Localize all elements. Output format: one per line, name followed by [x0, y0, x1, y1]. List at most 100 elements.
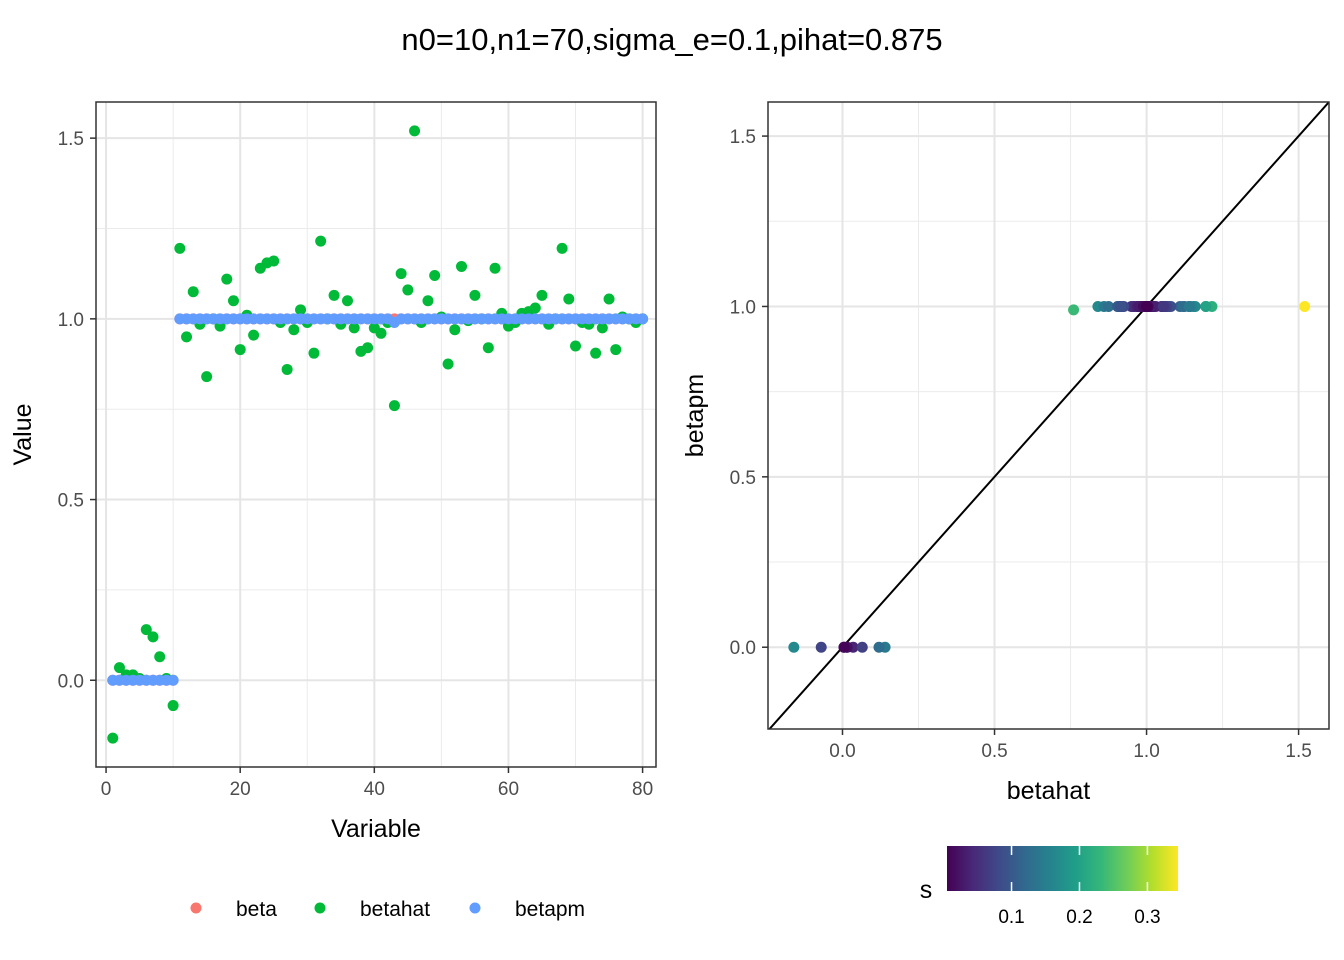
betahat-betapm-point [873, 641, 885, 653]
colorbar-tick-label: 0.3 [1134, 907, 1160, 928]
left-panel-x-tick-label: 0 [101, 779, 112, 800]
betahat-betapm-point [1299, 300, 1311, 312]
betahat-point [489, 262, 501, 274]
betapm-point [167, 674, 179, 686]
betahat-betapm-point [838, 641, 850, 653]
betahat-point [590, 347, 602, 359]
left-panel-border [95, 101, 657, 768]
right-panel-y-tick-label: 0.5 [730, 468, 756, 489]
betahat-point [113, 662, 125, 674]
right-panel-x-tick-label: 0.0 [829, 741, 855, 762]
betahat-point [409, 125, 421, 137]
identity-line [768, 102, 1329, 729]
betahat-point [295, 304, 307, 316]
betapm-point [637, 313, 649, 325]
betahat-point [341, 295, 353, 307]
betahat-point [556, 242, 568, 254]
betahat-point [234, 344, 246, 356]
betahat-betapm-point [1068, 304, 1080, 316]
betahat-point [469, 289, 481, 301]
betahat-point [563, 293, 575, 305]
betahat-betapm-point [788, 641, 800, 653]
betahat-point [422, 295, 434, 307]
betahat-point [221, 273, 233, 285]
betahat-point [610, 344, 622, 356]
betahat-point [328, 289, 340, 301]
legend-key-beta [190, 902, 202, 914]
betahat-point [315, 235, 327, 247]
betahat-point [442, 358, 454, 370]
betahat-betapm-point [1200, 300, 1212, 312]
left-panel-x-axis-title: Variable [331, 815, 421, 843]
figure-title: n0=10,n1=70,sigma_e=0.1,pihat=0.875 [401, 22, 943, 57]
betahat-point [288, 324, 300, 336]
betahat-point [570, 340, 582, 352]
betahat-betapm-point [1150, 300, 1162, 312]
left-panel-y-tick-label: 0.0 [58, 671, 84, 692]
betahat-betapm-point [1115, 300, 1127, 312]
betahat-point [375, 327, 387, 339]
betahat-point [536, 289, 548, 301]
right-panel-points [768, 102, 1329, 729]
right-panel-y-axis-title: betapm [681, 374, 709, 457]
betahat-point [429, 269, 441, 281]
colorbar-title: s [920, 876, 933, 904]
legend-label-betapm: betapm [515, 898, 585, 921]
betahat-point [174, 242, 186, 254]
betahat-point [187, 286, 199, 298]
betahat-point [107, 732, 119, 744]
right-panel-border [767, 101, 1330, 730]
betahat-point [402, 284, 414, 296]
colorbar-tick-label: 0.2 [1066, 907, 1092, 928]
betahat-point [281, 363, 293, 375]
betahat-point [603, 293, 615, 305]
legend-label-beta: beta [236, 898, 277, 921]
betahat-betapm-point [1103, 300, 1115, 312]
right-panel-x-tick-label: 1.5 [1285, 741, 1311, 762]
betahat-point [268, 255, 280, 267]
betahat-betapm-point [856, 641, 868, 653]
colorbar [947, 846, 1178, 891]
right-panel-x-axis-title: betahat [1007, 777, 1090, 805]
betahat-point [482, 342, 494, 354]
betahat-point [529, 302, 541, 314]
betahat-point [147, 631, 159, 643]
right-panel-y-tick-label: 1.5 [730, 127, 756, 148]
left-panel-y-tick-label: 0.5 [58, 491, 84, 512]
betahat-point [181, 331, 193, 343]
left-panel-y-tick-label: 1.0 [58, 310, 84, 331]
betahat-betapm-point [1157, 300, 1169, 312]
betahat-point [227, 295, 239, 307]
betahat-point [201, 371, 213, 383]
betahat-point [348, 322, 360, 334]
betahat-point [395, 268, 407, 280]
left-panel-points [107, 125, 649, 744]
betahat-point [140, 624, 152, 636]
betahat-point [596, 322, 608, 334]
betahat-betapm-point [1141, 300, 1153, 312]
legend-label-betahat: betahat [360, 898, 430, 921]
left-panel-x-tick-label: 80 [632, 779, 653, 800]
right-panel-y-tick-label: 0.0 [730, 638, 756, 659]
left-panel-x-tick-label: 60 [498, 779, 519, 800]
left-panel-y-axis-title: Value [9, 403, 37, 465]
left-panel-y-tick-label: 1.5 [58, 129, 84, 150]
right-panel-x-tick-label: 0.5 [981, 741, 1007, 762]
betahat-point [248, 329, 260, 341]
betahat-betapm-point [1183, 300, 1195, 312]
betahat-point [308, 347, 320, 359]
legend-key-betapm [469, 902, 481, 914]
legend-key-betahat [314, 902, 326, 914]
betahat-point [154, 651, 166, 663]
left-panel-x-tick-label: 20 [230, 779, 251, 800]
betahat-point [167, 700, 179, 712]
left-panel-x-tick-label: 40 [364, 779, 385, 800]
betahat-point [362, 342, 374, 354]
betahat-betapm-point [815, 641, 827, 653]
colorbar-tick-label: 0.1 [998, 907, 1024, 928]
betahat-point [388, 400, 400, 412]
right-panel-y-tick-label: 1.0 [730, 297, 756, 318]
betahat-point [449, 324, 461, 336]
